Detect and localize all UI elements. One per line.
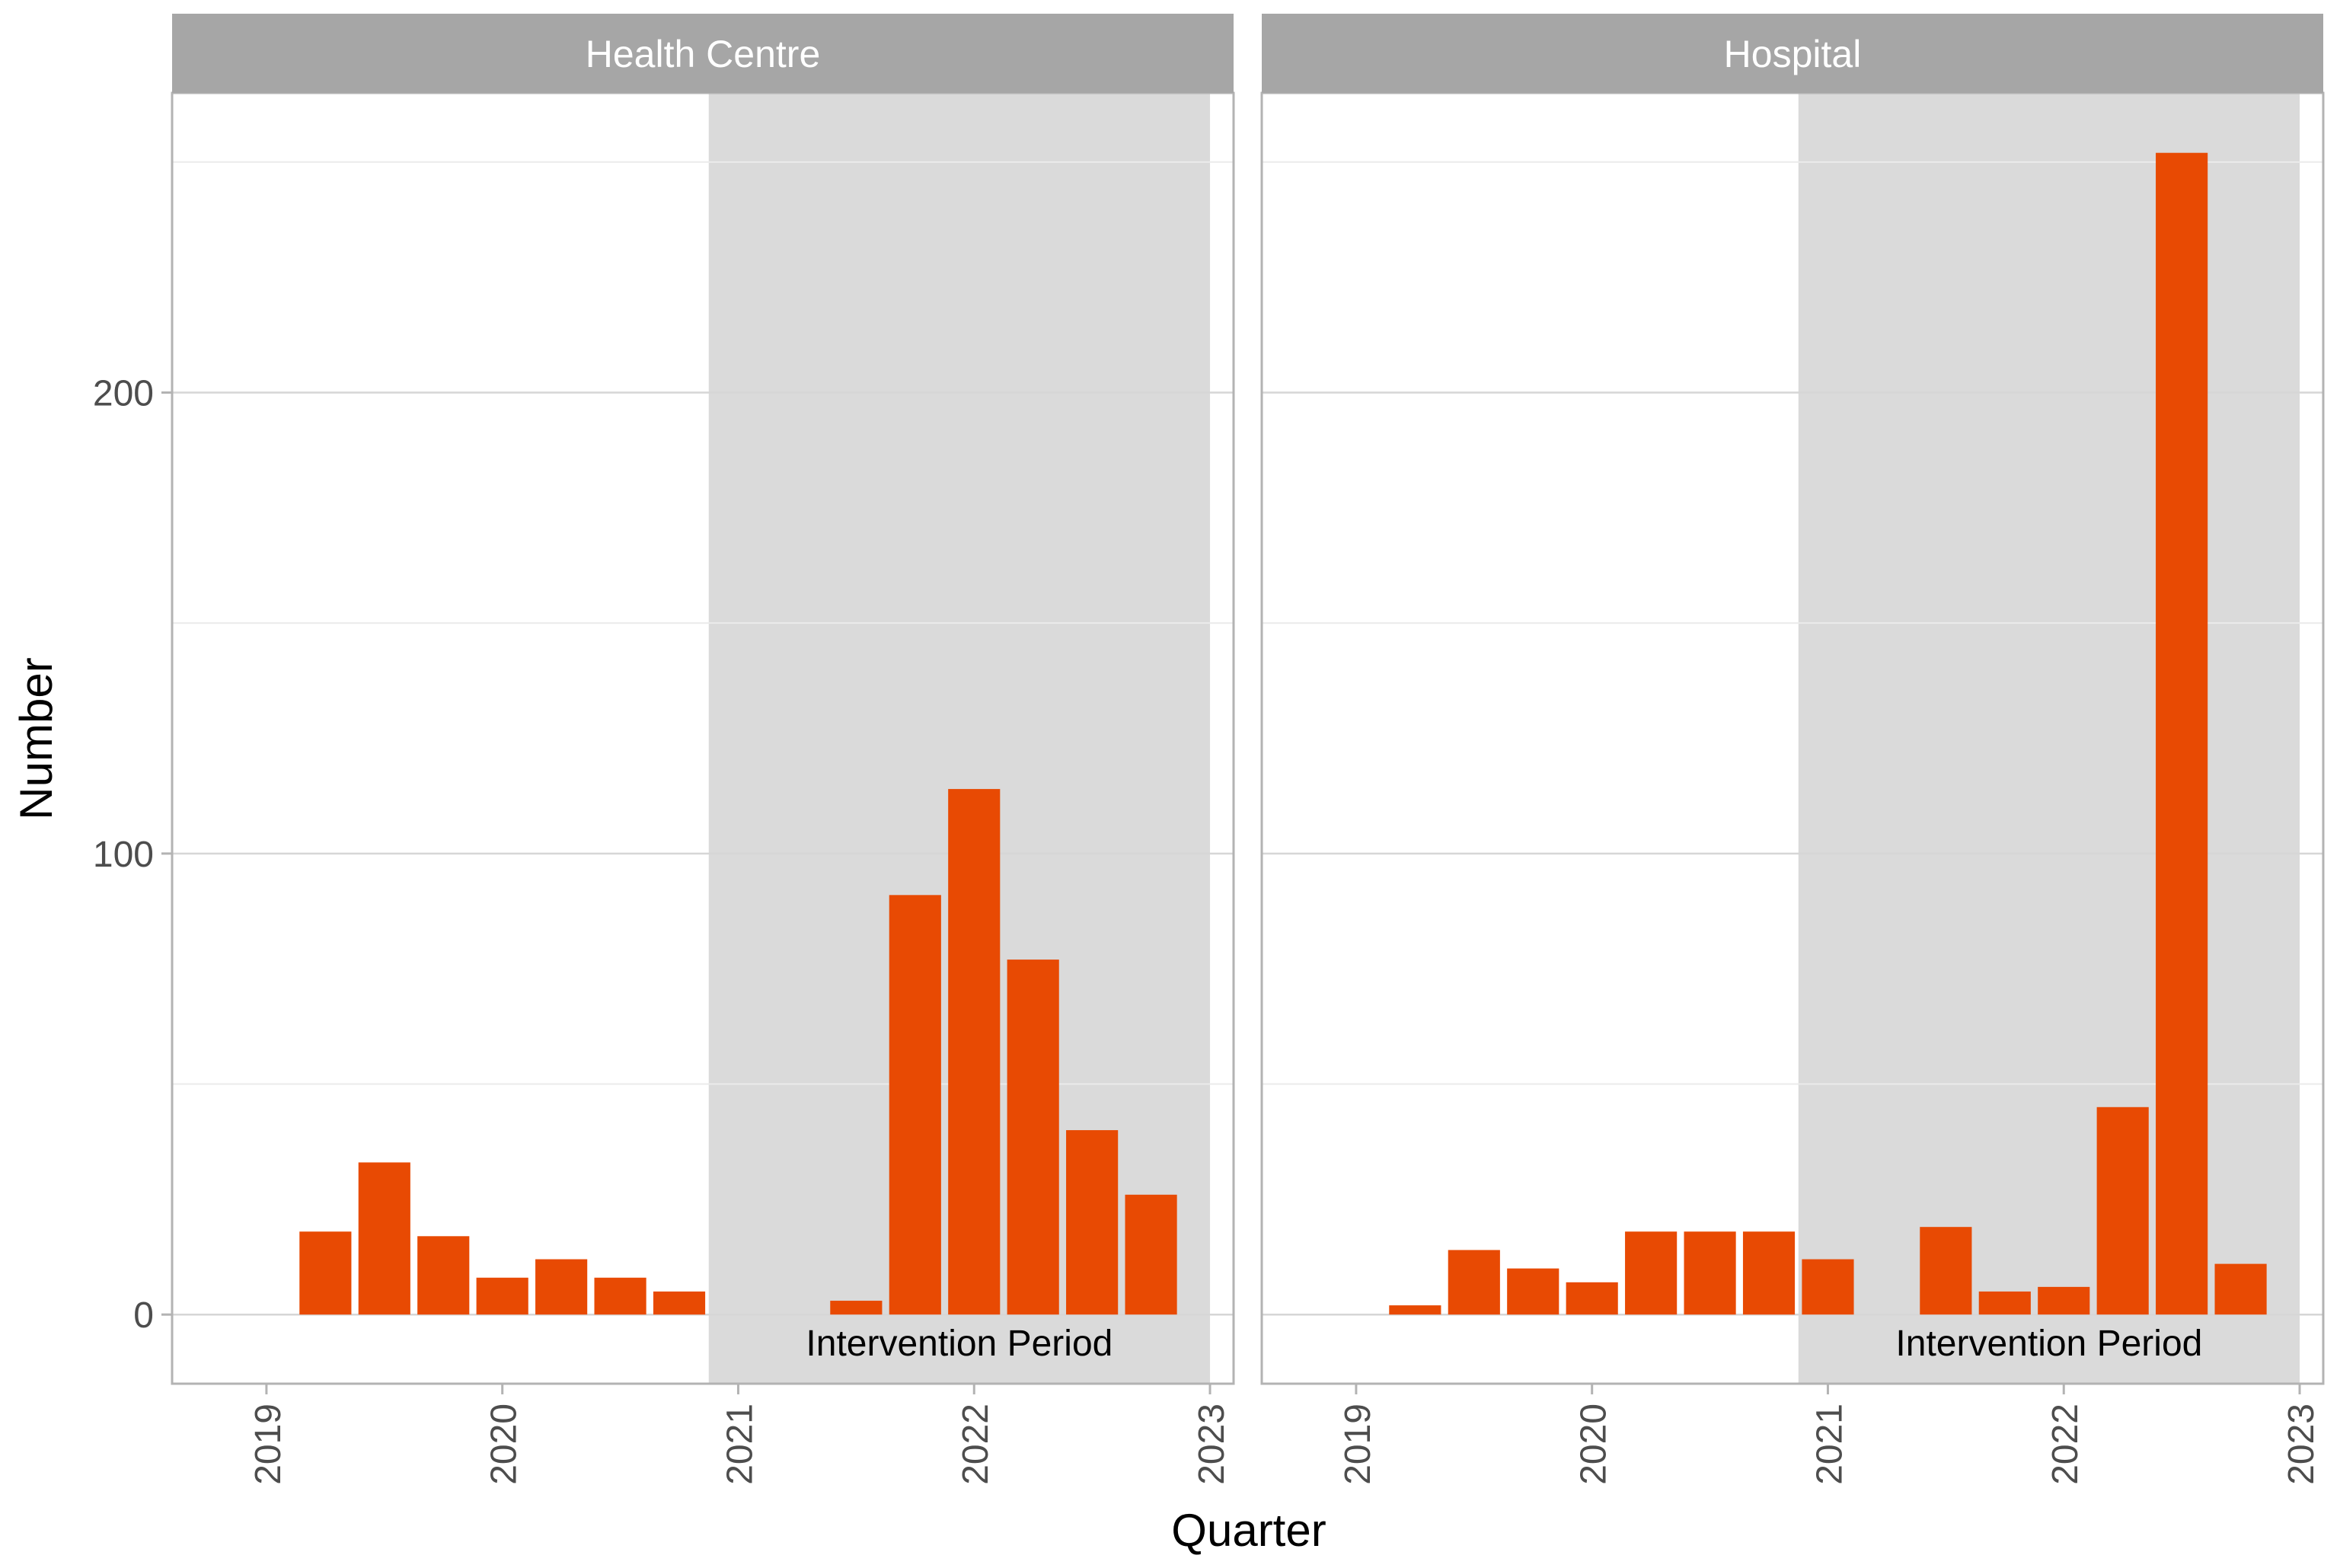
bar-hospital-10	[1978, 1291, 2031, 1315]
bar-health-centre-6	[594, 1277, 646, 1315]
x-tick-label: 2020	[1574, 1404, 1614, 1485]
bar-hospital-8	[1802, 1259, 1854, 1315]
bar-hospital-13	[2156, 152, 2208, 1315]
facet-strip	[1262, 14, 2323, 93]
bar-hospital-7	[1742, 1231, 1796, 1315]
bar-health-centre-2	[358, 1162, 410, 1315]
bar-hospital-5	[1625, 1231, 1678, 1315]
facet-strip-label: Health Centre	[586, 33, 821, 75]
panels-layer: Intervention Period Health Centre 2019 2020…	[171, 14, 2325, 1485]
x-axis-title: Quarter	[1171, 1505, 1326, 1556]
bar-hospital-1	[1389, 1305, 1441, 1315]
intervention-label: Intervention Period	[1895, 1324, 2202, 1364]
facet-strip-label: Hospital	[1724, 33, 1862, 75]
y-tick-label: 100	[93, 835, 154, 875]
bar-health-centre-1	[299, 1231, 352, 1315]
bar-health-centre-13	[1125, 1194, 1177, 1315]
x-tick-label: 2019	[1338, 1404, 1378, 1485]
y-axis: 0 100 200	[93, 373, 172, 1336]
bar-health-centre-10	[948, 789, 1001, 1315]
bar-health-centre-11	[1007, 960, 1059, 1315]
x-tick-label: 2023	[2281, 1404, 2322, 1485]
facet-panel-1: Intervention Period Health Centre 2019 2020…	[171, 14, 1235, 1485]
bar-hospital-4	[1566, 1282, 1618, 1315]
x-tick-label: 2022	[2045, 1404, 2086, 1485]
bar-hospital-6	[1684, 1231, 1736, 1315]
bar-hospital-2	[1448, 1250, 1500, 1315]
bar-health-centre-9	[889, 895, 941, 1315]
x-tick-label: 2023	[1192, 1404, 1232, 1485]
x-tick-label: 2020	[484, 1404, 525, 1485]
bar-hospital-9	[1920, 1227, 1972, 1315]
bar-health-centre-8	[830, 1301, 883, 1315]
x-tick-label: 2022	[956, 1404, 996, 1485]
x-tick-label: 2019	[248, 1404, 289, 1485]
bar-health-centre-3	[417, 1236, 470, 1315]
bar-hospital-11	[2038, 1286, 2090, 1315]
intervention-label: Intervention Period	[806, 1324, 1113, 1364]
bar-hospital-3	[1507, 1268, 1559, 1315]
bar-health-centre-12	[1066, 1130, 1119, 1315]
facet-panel-2: Intervention Period Hospital 2019 2020 2021 2…	[1260, 14, 2325, 1485]
bar-health-centre-7	[653, 1291, 706, 1315]
intervention-shade	[1798, 93, 2300, 1384]
bar-health-centre-4	[476, 1277, 528, 1315]
y-axis-title: Number	[11, 657, 62, 819]
y-tick-label: 0	[133, 1295, 154, 1336]
bar-hospital-12	[2096, 1107, 2149, 1315]
facet-strip	[172, 14, 1234, 93]
bar-hospital-14	[2214, 1263, 2267, 1315]
x-tick-label: 2021	[1809, 1404, 1850, 1485]
bar-health-centre-5	[535, 1259, 588, 1315]
y-tick-label: 200	[93, 373, 154, 414]
x-tick-label: 2021	[720, 1404, 760, 1485]
